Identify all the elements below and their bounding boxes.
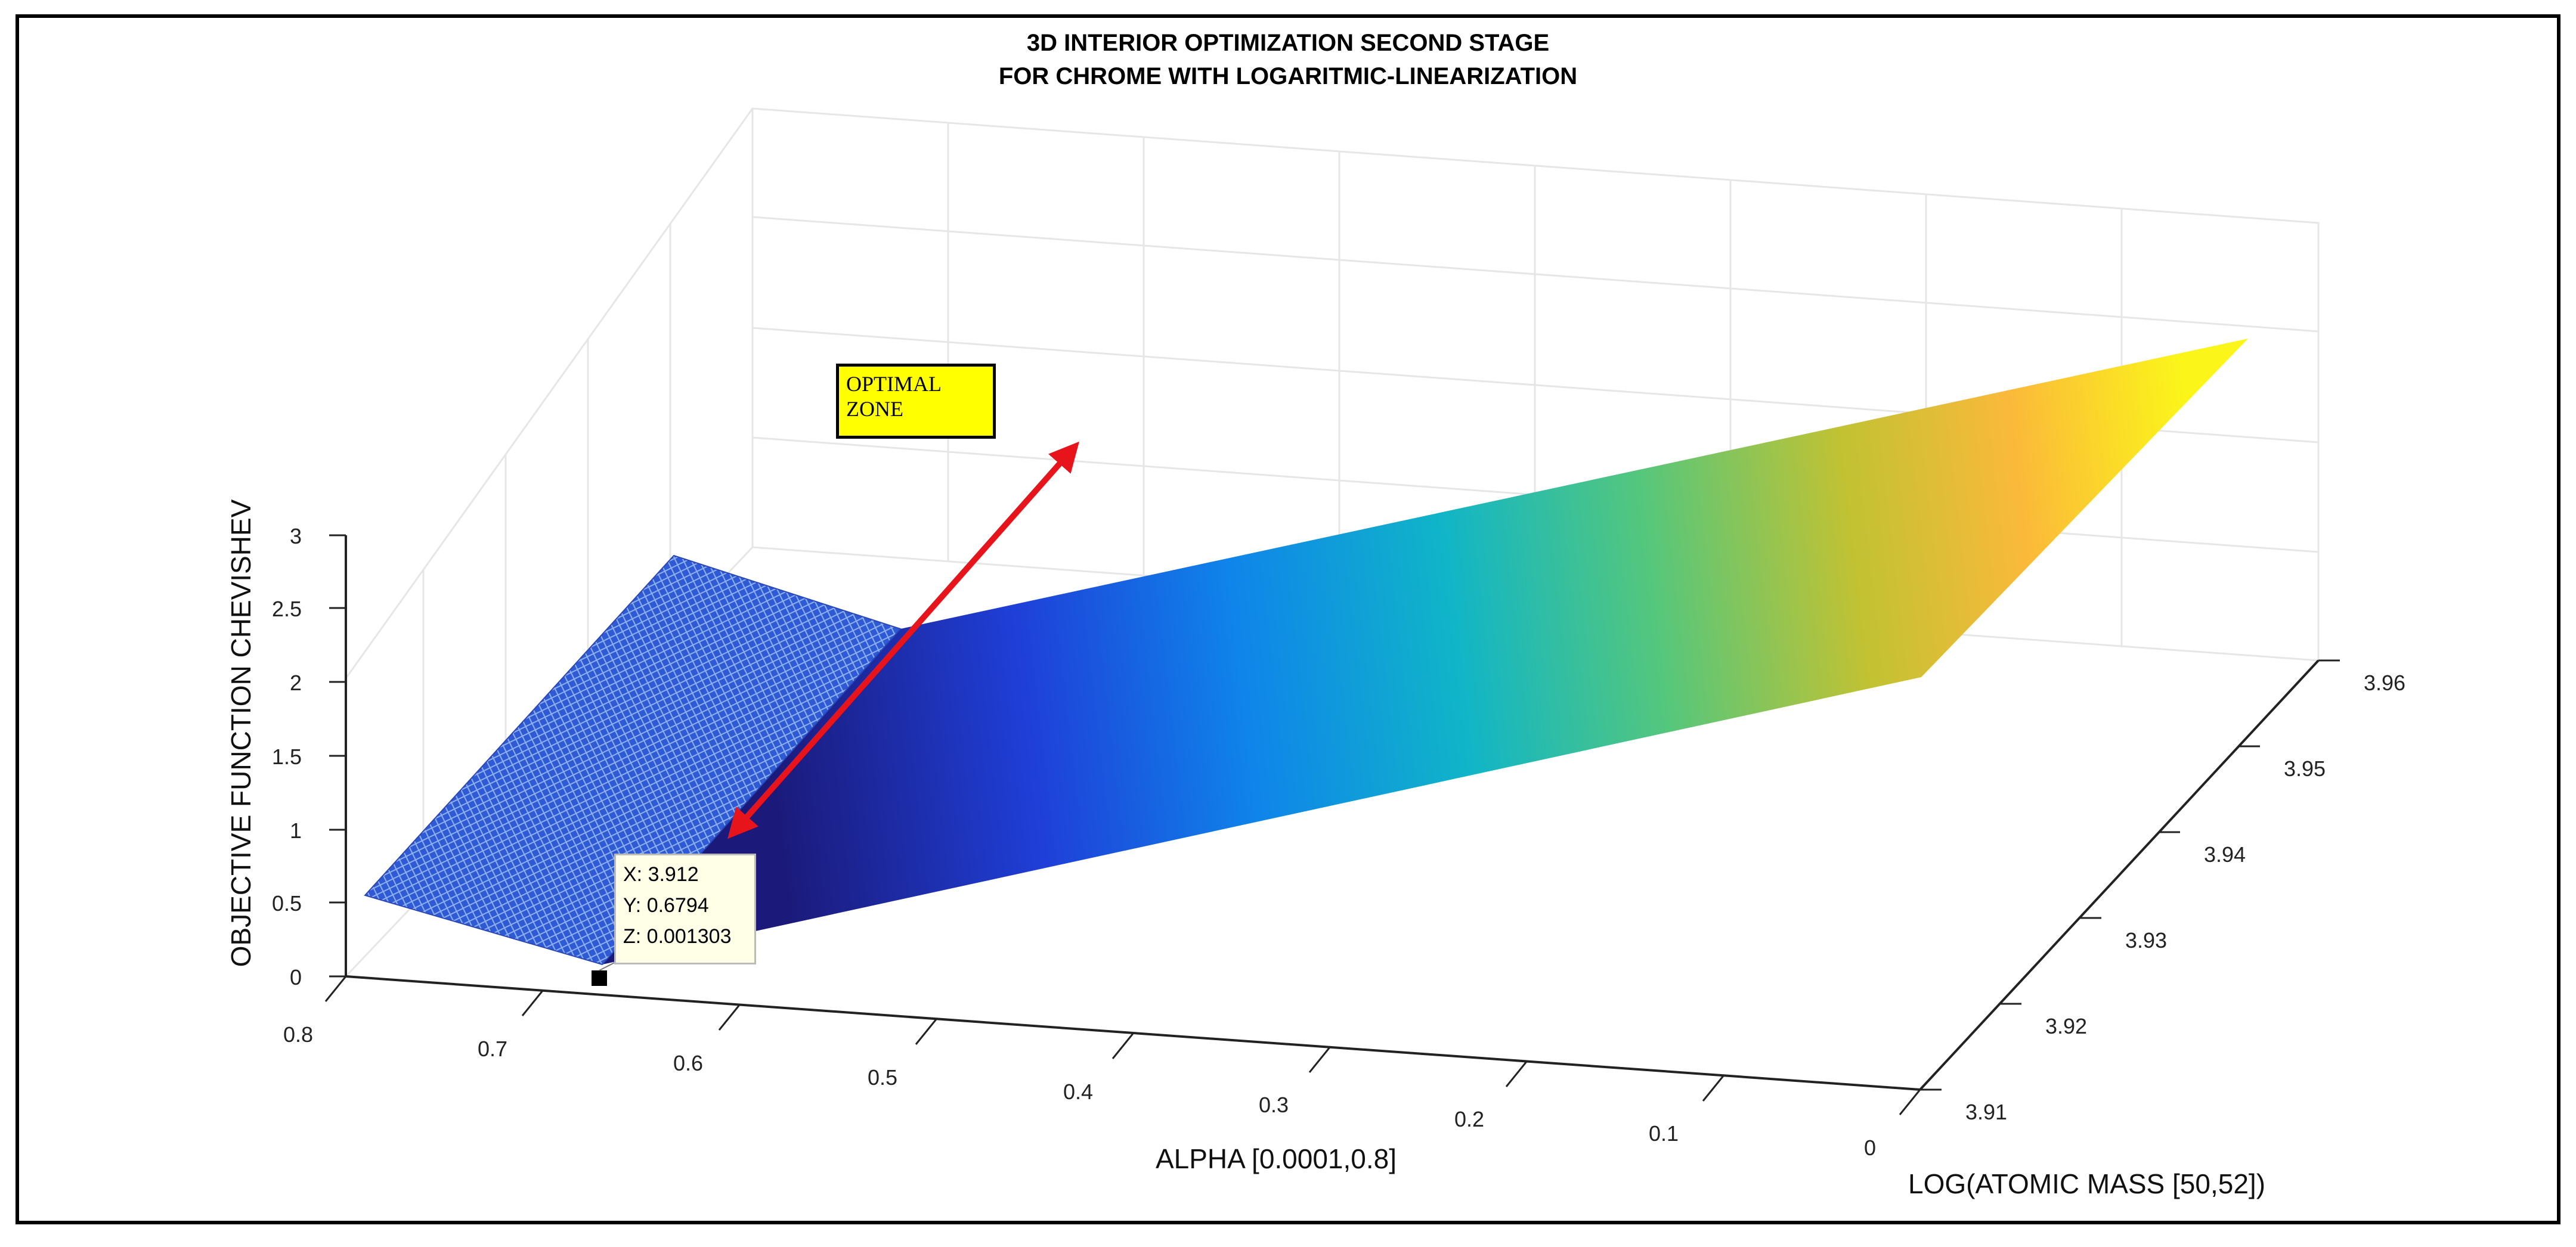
y-tick-label: 3.95	[2284, 756, 2326, 781]
x-axis-ticks: 0.8 0.7 0.6 0.5 0.4 0.3 0.2 0.1 0	[283, 976, 1921, 1160]
y-tick-label: 3.92	[2045, 1014, 2087, 1038]
data-tip-marker[interactable]	[592, 970, 607, 986]
optimal-zone-arrow	[727, 441, 1079, 839]
optimal-zone-annotation: OPTIMAL ZONE	[836, 364, 996, 439]
z-tick-label: 0	[290, 965, 302, 989]
x-tick-label: 0.1	[1649, 1121, 1679, 1146]
y-axis-line	[1919, 659, 2320, 1091]
z-tick-label: 1.5	[272, 745, 302, 769]
x-tick-label: 0.5	[868, 1065, 897, 1090]
y-tick-label: 3.93	[2125, 928, 2167, 953]
x-tick-label: 0.6	[673, 1051, 703, 1075]
z-axis-label: OBJECTIVE FUNCTION CHEVISHEV	[225, 499, 256, 967]
z-tick-label: 3	[290, 524, 302, 548]
chart-title-line-1: 3D INTERIOR OPTIMIZATION SECOND STAGE	[1026, 30, 1550, 56]
data-tip-x: X: 3.912	[623, 863, 699, 886]
x-tick-label: 0.3	[1259, 1093, 1289, 1117]
data-tip-z: Z: 0.001303	[623, 925, 732, 948]
z-tick-label: 2.5	[272, 597, 302, 621]
y-tick-label: 3.91	[1965, 1100, 2007, 1124]
z-tick-label: 0.5	[272, 891, 302, 916]
y-axis-label: LOG(ATOMIC MASS [50,52])	[1908, 1168, 2265, 1199]
data-tip: X: 3.912 Y: 0.6794 Z: 0.001303	[614, 854, 756, 964]
data-tip-y: Y: 0.6794	[623, 894, 709, 917]
z-axis-ticks: 0 0.5 1 1.5 2 2.5 3	[272, 524, 346, 989]
annotation-line-2: ZONE	[846, 397, 903, 421]
x-axis-label: ALPHA [0.0001,0.8]	[1156, 1143, 1397, 1174]
y-tick-label: 3.96	[2364, 671, 2405, 695]
z-tick-label: 2	[290, 671, 302, 695]
x-tick-label: 0.8	[283, 1022, 313, 1047]
y-tick-label: 3.94	[2204, 842, 2246, 867]
x-tick-label: 0.7	[478, 1037, 507, 1061]
x-tick-label: 0.2	[1454, 1107, 1484, 1131]
z-tick-label: 1	[290, 818, 302, 843]
chart-title-line-2: FOR CHROME WITH LOGARITMIC-LINEARIZATION	[998, 63, 1578, 89]
x-axis-line	[345, 975, 1921, 1091]
y-axis-ticks: 3.91 3.92 3.93 3.94 3.95 3.96	[1920, 659, 2405, 1124]
x-tick-label: 0.4	[1063, 1080, 1093, 1104]
x-tick-label: 0	[1864, 1136, 1876, 1160]
annotation-line-1: OPTIMAL	[846, 372, 942, 396]
